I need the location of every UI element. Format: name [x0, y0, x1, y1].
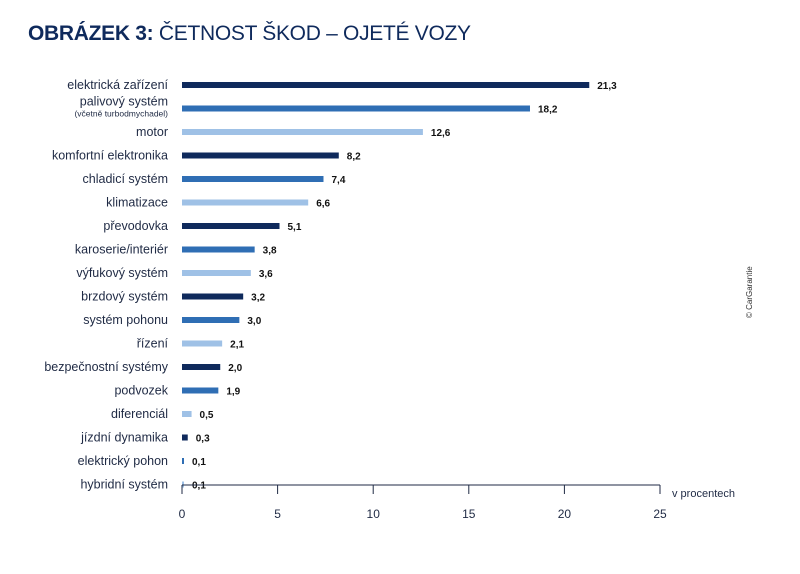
x-tick-label-1: 5: [274, 507, 281, 521]
value-label-14: 0,5: [200, 410, 214, 421]
x-tick-label-5: 25: [653, 507, 667, 521]
category-label-17: hybridní systém: [80, 478, 168, 492]
category-note-1: (včetně turbodmychadel): [74, 109, 168, 119]
category-label-7: karoserie/interiér: [75, 243, 168, 257]
category-label-1: palivový systém: [80, 95, 168, 109]
value-label-4: 7,4: [331, 175, 345, 186]
x-tick-label-2: 10: [367, 507, 381, 521]
category-label-8: výfukový systém: [76, 266, 168, 280]
bar-10: [182, 317, 240, 323]
value-label-13: 1,9: [226, 387, 240, 398]
x-tick-label-4: 20: [558, 507, 572, 521]
value-label-2: 12,6: [431, 128, 451, 139]
value-labels-group: 21,3 18,2 12,6 8,2 7,4 6,6 5,1 3,8 3,6 3,2 3,0 2,1 2…: [192, 81, 617, 492]
value-label-5: 6,6: [316, 199, 330, 210]
value-label-10: 3,0: [247, 316, 261, 327]
chart-title-bold: OBRÁZEK 3:: [28, 22, 154, 45]
bar-13: [182, 387, 219, 394]
bar-8: [182, 270, 251, 276]
value-label-17: 0,1: [192, 481, 206, 492]
value-label-1: 18,2: [538, 105, 558, 116]
category-labels-group: elektrická zařízení palivový systém(včetn…: [44, 78, 168, 492]
x-tick-label-3: 15: [462, 507, 476, 521]
value-label-11: 2,1: [230, 340, 244, 351]
bar-4: [182, 176, 324, 182]
category-label-9: brzdový systém: [81, 290, 168, 304]
bar-16: [182, 458, 184, 464]
value-label-0: 21,3: [597, 81, 617, 92]
bar-5: [182, 199, 309, 206]
bar-3: [182, 152, 339, 159]
category-label-6: převodovka: [103, 219, 168, 233]
bar-6: [182, 223, 280, 229]
category-label-0: elektrická zařízení: [67, 78, 168, 92]
value-label-16: 0,1: [192, 457, 206, 468]
category-label-2: motor: [136, 125, 168, 139]
bar-7: [182, 246, 255, 253]
chart-title: OBRÁZEK 3: ČETNOST ŠKOD – OJETÉ VOZY: [28, 22, 471, 46]
chart-title-rest: ČETNOST ŠKOD – OJETÉ VOZY: [153, 22, 471, 45]
value-label-12: 2,0: [228, 363, 242, 374]
category-label-15: jízdní dynamika: [80, 431, 168, 445]
value-label-15: 0,3: [196, 434, 210, 445]
value-label-7: 3,8: [263, 246, 277, 257]
bar-9: [182, 293, 244, 300]
bar-1: [182, 105, 530, 112]
x-tick-label-0: 0: [179, 507, 186, 521]
category-label-4: chladicí systém: [83, 172, 168, 186]
value-label-6: 5,1: [288, 222, 302, 233]
value-label-8: 3,6: [259, 269, 273, 280]
x-axis-unit-label: v procentech: [672, 488, 735, 500]
bar-0: [182, 82, 590, 88]
copyright-credit: © CarGarantie: [745, 266, 754, 318]
bars-group: [182, 82, 590, 488]
bar-12: [182, 364, 221, 370]
category-label-3: komfortní elektronika: [52, 149, 168, 163]
bar-15: [182, 434, 188, 441]
category-label-14: diferenciál: [111, 407, 168, 421]
bar-11: [182, 340, 223, 347]
category-label-13: podvozek: [114, 384, 168, 398]
value-label-3: 8,2: [347, 152, 361, 163]
bar-14: [182, 411, 192, 417]
category-label-16: elektrický pohon: [78, 454, 168, 468]
category-label-5: klimatizace: [106, 196, 168, 210]
value-label-9: 3,2: [251, 293, 265, 304]
category-label-11: řízení: [137, 337, 169, 351]
x-axis: 0 5 10 15 20 25 v procentech: [179, 484, 735, 521]
bar-2: [182, 129, 423, 135]
category-label-10: systém pohonu: [83, 313, 168, 327]
category-label-12: bezpečnostní systémy: [44, 360, 168, 374]
